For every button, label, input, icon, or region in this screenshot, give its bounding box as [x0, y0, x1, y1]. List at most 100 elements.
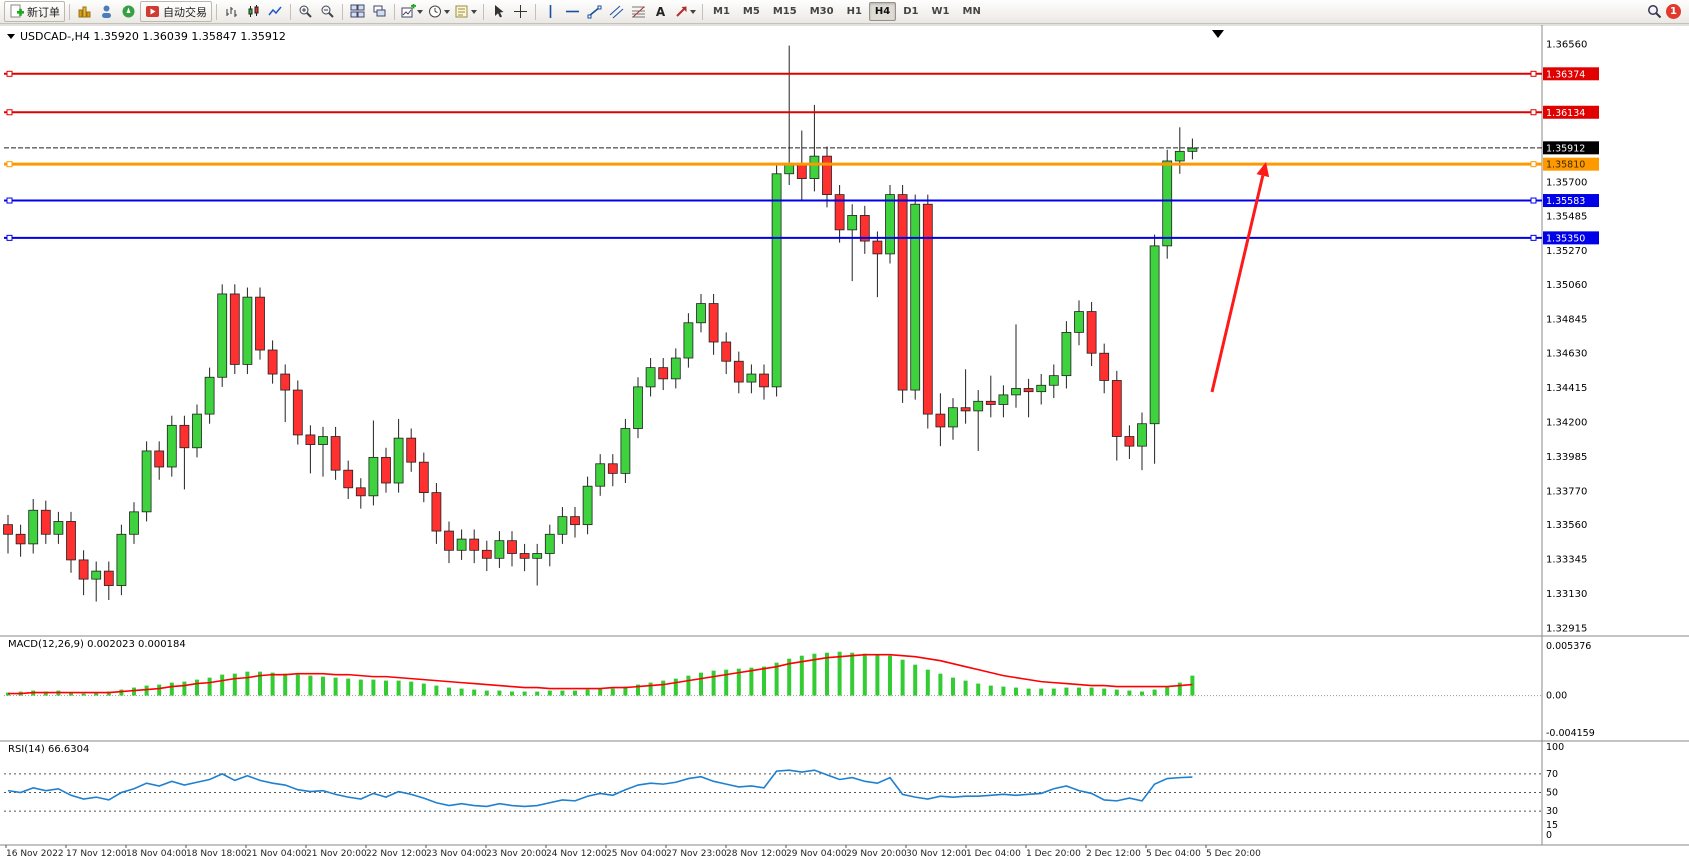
- timeframe-m1[interactable]: M1: [713, 6, 730, 17]
- timeframe-w1[interactable]: W1: [931, 6, 950, 17]
- rsi-axis[interactable]: 100 70 50 30 150: [1546, 742, 1564, 841]
- svg-text:1.32915: 1.32915: [1546, 624, 1587, 635]
- timeframe-d1[interactable]: D1: [903, 6, 919, 17]
- time-axis-label: 23 Nov 04:00: [426, 849, 487, 859]
- toolbar-separator: [342, 3, 343, 20]
- svg-text:1.36374: 1.36374: [1546, 69, 1585, 80]
- support-resistance-line[interactable]: [4, 70, 1542, 77]
- navigator-icon[interactable]: [118, 1, 139, 22]
- search-icon[interactable]: [1644, 1, 1665, 22]
- line-chart-icon[interactable]: [265, 1, 286, 22]
- toolbar-separator: [216, 3, 217, 20]
- svg-text:15: 15: [1546, 820, 1558, 831]
- main-toolbar: 新订单 自动交易: [0, 0, 1689, 24]
- toolbar-separator: [483, 3, 484, 20]
- svg-text:0: 0: [1546, 830, 1552, 841]
- time-axis-label: 27 Nov 23:00: [666, 849, 727, 859]
- horizontal-line-icon[interactable]: [562, 1, 583, 22]
- candle-chart-icon[interactable]: [243, 1, 264, 22]
- svg-text:1.33560: 1.33560: [1546, 520, 1587, 531]
- price-axis[interactable]: 1.36560 1.35700 1.35485 1.35270 1.35060 1.348…: [1546, 40, 1587, 635]
- notification-badge[interactable]: 1: [1666, 4, 1681, 19]
- timeframe-mn[interactable]: MN: [962, 6, 981, 17]
- horizontal-lines-layer[interactable]: [4, 70, 1542, 241]
- svg-text:1.35485: 1.35485: [1546, 212, 1587, 223]
- current-price-badge: 1.35912: [1543, 141, 1599, 155]
- trendline-icon[interactable]: [584, 1, 605, 22]
- time-axis-label: 21 Nov 04:00: [246, 849, 307, 859]
- time-axis-label: 18 Nov 18:00: [186, 849, 247, 859]
- autotrading-button[interactable]: 自动交易: [140, 1, 212, 22]
- timeframe-h4[interactable]: H4: [868, 2, 897, 21]
- svg-text:100: 100: [1546, 742, 1564, 753]
- data-window-icon[interactable]: [96, 1, 117, 22]
- svg-text:0.005376: 0.005376: [1546, 641, 1591, 652]
- new-chart-icon[interactable]: [399, 1, 425, 22]
- support-resistance-line[interactable]: [4, 161, 1542, 168]
- timeframe-m5[interactable]: M5: [742, 6, 760, 17]
- svg-text:1.35270: 1.35270: [1546, 246, 1587, 257]
- price-badge: 1.36134: [1543, 105, 1599, 119]
- timeframe-m15[interactable]: M15: [772, 6, 797, 17]
- price-badge: 1.36374: [1543, 67, 1599, 81]
- zoom-in-icon[interactable]: [295, 1, 316, 22]
- support-resistance-line[interactable]: [4, 234, 1542, 241]
- svg-text:1.35583: 1.35583: [1546, 196, 1585, 207]
- rsi-line[interactable]: [7, 769, 1193, 808]
- svg-text:50: 50: [1546, 788, 1558, 799]
- text-icon[interactable]: A: [655, 4, 666, 19]
- support-resistance-line[interactable]: [4, 197, 1542, 204]
- svg-text:1.34200: 1.34200: [1546, 418, 1587, 429]
- crosshair-icon[interactable]: [510, 1, 531, 22]
- toolbar-separator: [702, 3, 703, 20]
- period-icon[interactable]: [426, 1, 452, 22]
- template-icon[interactable]: [453, 1, 479, 22]
- time-axis-label: 25 Nov 04:00: [606, 849, 667, 859]
- time-axis-label: 1 Dec 20:00: [1026, 849, 1081, 859]
- chart-title-text: USDCAD-,H4 1.35920 1.36039 1.35847 1.359…: [20, 30, 286, 43]
- timeframe-h1[interactable]: H1: [846, 6, 862, 17]
- svg-text:30: 30: [1546, 806, 1558, 817]
- fibonacci-icon[interactable]: [628, 1, 649, 22]
- time-axis-label: 5 Dec 20:00: [1206, 849, 1261, 859]
- new-order-button[interactable]: 新订单: [4, 1, 65, 22]
- autotrading-icon: [145, 4, 160, 19]
- support-resistance-line[interactable]: [4, 109, 1542, 116]
- time-axis-label: 22 Nov 12:00: [366, 849, 427, 859]
- svg-text:1.35700: 1.35700: [1546, 177, 1587, 188]
- macd-histogram[interactable]: [6, 651, 1195, 696]
- svg-text:1.33345: 1.33345: [1546, 555, 1587, 566]
- time-axis-label: 28 Nov 12:00: [726, 849, 787, 859]
- candlestick-series[interactable]: [3, 45, 1198, 602]
- time-axis-label: 30 Nov 12:00: [906, 849, 967, 859]
- arrows-tool-icon[interactable]: [672, 1, 698, 22]
- svg-text:1.36560: 1.36560: [1546, 40, 1587, 51]
- new-order-label: 新订单: [27, 5, 60, 19]
- time-axis-label: 17 Nov 12:00: [66, 849, 127, 859]
- trend-arrow[interactable]: [1210, 162, 1270, 393]
- macd-axis[interactable]: 0.005376 0.00 -0.004159: [1546, 641, 1595, 739]
- time-axis-label: 23 Nov 20:00: [486, 849, 547, 859]
- timeframe-group: M1 M5 M15 M30 H1 H4 D1 W1 MN: [707, 2, 987, 21]
- channel-icon[interactable]: [606, 1, 627, 22]
- chart-header: USDCAD-,H4 1.35920 1.36039 1.35847 1.359…: [7, 30, 286, 43]
- time-axis[interactable]: 16 Nov 2022 17 Nov 12:00 18 Nov 04:00 18 No…: [5, 845, 1261, 859]
- svg-text:1.34415: 1.34415: [1546, 383, 1587, 394]
- svg-text:0.00: 0.00: [1546, 691, 1567, 702]
- cursor-icon[interactable]: [488, 1, 509, 22]
- symbol-dropdown-arrow[interactable]: [7, 34, 15, 39]
- macd-signal-line[interactable]: [8, 653, 1193, 695]
- timeframe-m30[interactable]: M30: [809, 6, 834, 17]
- market-watch-icon[interactable]: [74, 1, 95, 22]
- time-axis-label: 21 Nov 20:00: [306, 849, 367, 859]
- svg-text:1.33130: 1.33130: [1546, 589, 1587, 600]
- tile-windows-icon[interactable]: [347, 1, 368, 22]
- vertical-line-icon[interactable]: [540, 1, 561, 22]
- chart-shift-marker[interactable]: [1212, 30, 1224, 38]
- cascade-windows-icon[interactable]: [369, 1, 390, 22]
- zoom-out-icon[interactable]: [317, 1, 338, 22]
- time-axis-label: 18 Nov 04:00: [126, 849, 187, 859]
- bar-chart-icon[interactable]: [221, 1, 242, 22]
